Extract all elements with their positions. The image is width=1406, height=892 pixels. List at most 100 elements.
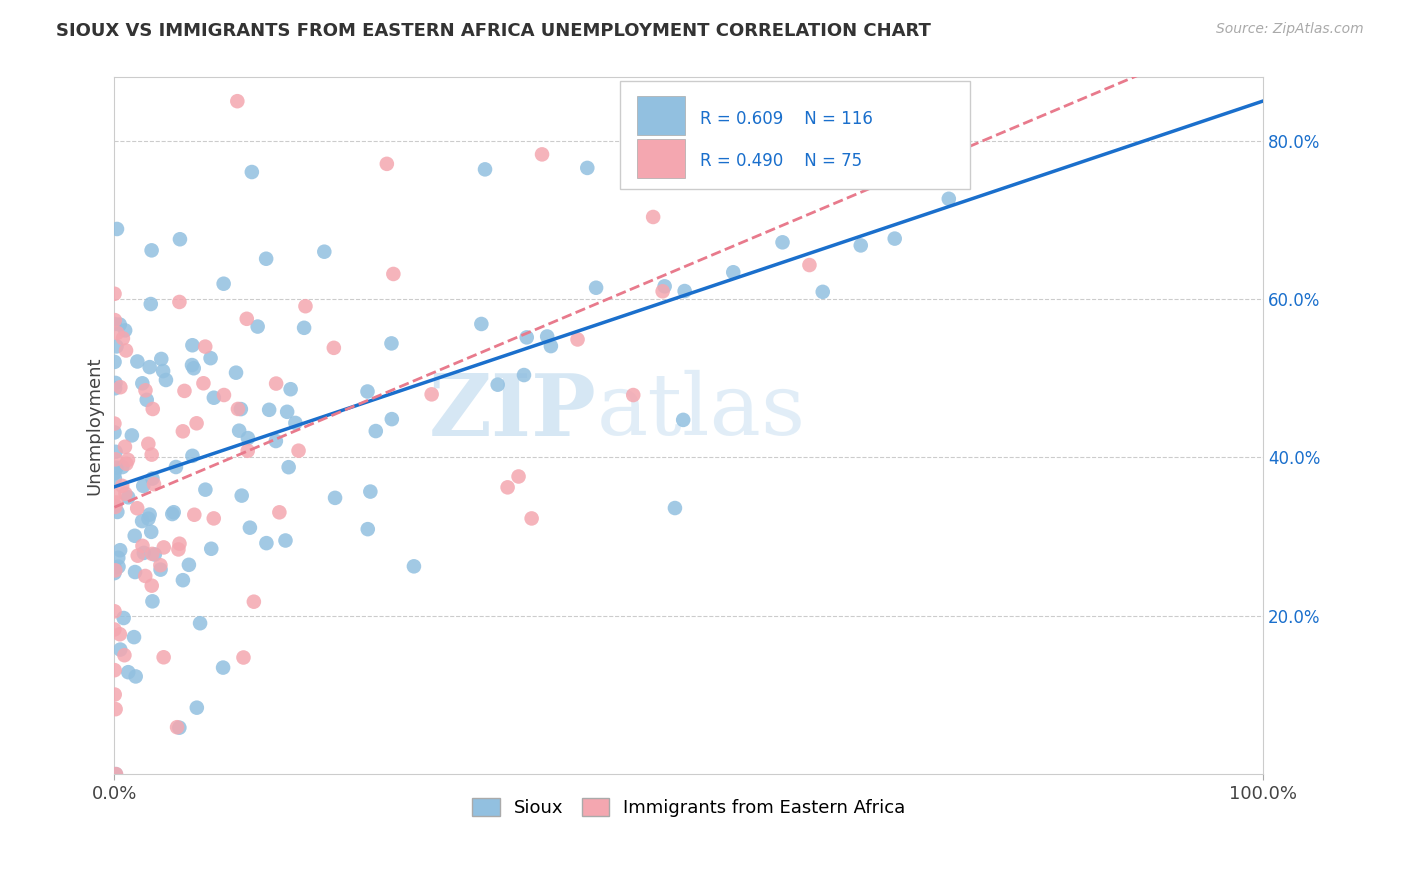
Point (172, 425, 194, 439)
Point (269, 505, 291, 519)
Point (131, 376, 153, 391)
Point (567, 333, 589, 347)
Point (508, 469, 530, 483)
Point (225, 366, 247, 380)
Point (149, 558, 172, 573)
Point (682, 162, 704, 177)
Point (173, 384, 195, 398)
Point (108, 627, 131, 641)
Point (134, 569, 156, 583)
Point (163, 505, 186, 519)
Point (103, 355, 125, 369)
Point (621, 388, 644, 402)
Point (132, 546, 155, 560)
Text: ZIP: ZIP (429, 370, 598, 454)
Point (104, 452, 127, 467)
Point (811, 285, 834, 299)
Point (194, 483, 217, 497)
Point (105, 460, 128, 475)
Point (105, 339, 128, 353)
Point (108, 543, 131, 558)
Point (138, 508, 160, 522)
Y-axis label: Unemployment: Unemployment (86, 357, 103, 495)
Point (124, 565, 146, 579)
Point (183, 361, 205, 376)
Point (105, 495, 128, 509)
Point (169, 537, 191, 551)
Point (531, 147, 554, 161)
Point (357, 522, 380, 536)
Point (114, 323, 136, 337)
Point (103, 286, 125, 301)
Point (236, 443, 259, 458)
Point (117, 453, 139, 467)
Point (169, 721, 191, 735)
Point (138, 437, 160, 451)
Point (105, 222, 128, 236)
Point (141, 244, 163, 258)
Point (202, 391, 225, 405)
Point (103, 604, 125, 618)
Point (103, 417, 125, 431)
Point (356, 384, 378, 399)
Point (194, 340, 217, 354)
Point (111, 479, 134, 493)
Point (183, 508, 205, 522)
Point (121, 428, 143, 442)
Text: atlas: atlas (598, 370, 806, 453)
Point (585, 281, 607, 295)
Point (127, 549, 149, 563)
Point (152, 541, 174, 555)
Point (243, 595, 266, 609)
Point (254, 536, 277, 550)
Point (141, 547, 163, 561)
Point (402, 559, 425, 574)
Point (177, 558, 200, 572)
Point (105, 326, 128, 340)
Point (651, 285, 673, 299)
Point (231, 489, 253, 503)
Point (103, 466, 125, 480)
Point (898, 94, 921, 108)
Point (131, 539, 153, 553)
Point (654, 279, 676, 293)
Point (172, 573, 194, 587)
Point (496, 480, 519, 494)
Point (883, 231, 905, 245)
Point (200, 541, 222, 556)
Legend: Sioux, Immigrants from Eastern Africa: Sioux, Immigrants from Eastern Africa (465, 790, 912, 824)
Point (235, 311, 257, 326)
Point (127, 354, 149, 368)
Point (125, 669, 148, 683)
Point (122, 630, 145, 644)
Point (246, 319, 269, 334)
Point (322, 341, 344, 355)
Point (112, 648, 135, 663)
Point (938, 192, 960, 206)
Point (212, 660, 235, 674)
Point (381, 412, 404, 426)
Point (294, 299, 316, 313)
Point (105, 767, 128, 781)
Point (103, 560, 125, 574)
Point (287, 443, 309, 458)
Point (141, 472, 163, 486)
Point (520, 511, 543, 525)
Point (138, 511, 160, 525)
Point (799, 258, 821, 272)
Point (103, 317, 125, 331)
Point (104, 663, 127, 677)
Point (382, 267, 405, 281)
Point (672, 413, 695, 427)
Point (107, 550, 129, 565)
Point (723, 265, 745, 279)
Point (134, 384, 156, 398)
Point (849, 238, 872, 252)
Point (359, 484, 381, 499)
Point (181, 338, 204, 352)
Point (232, 650, 254, 665)
Point (284, 416, 307, 430)
Point (150, 351, 173, 366)
Text: R = 0.490    N = 75: R = 0.490 N = 75 (700, 152, 862, 170)
Point (181, 358, 204, 372)
